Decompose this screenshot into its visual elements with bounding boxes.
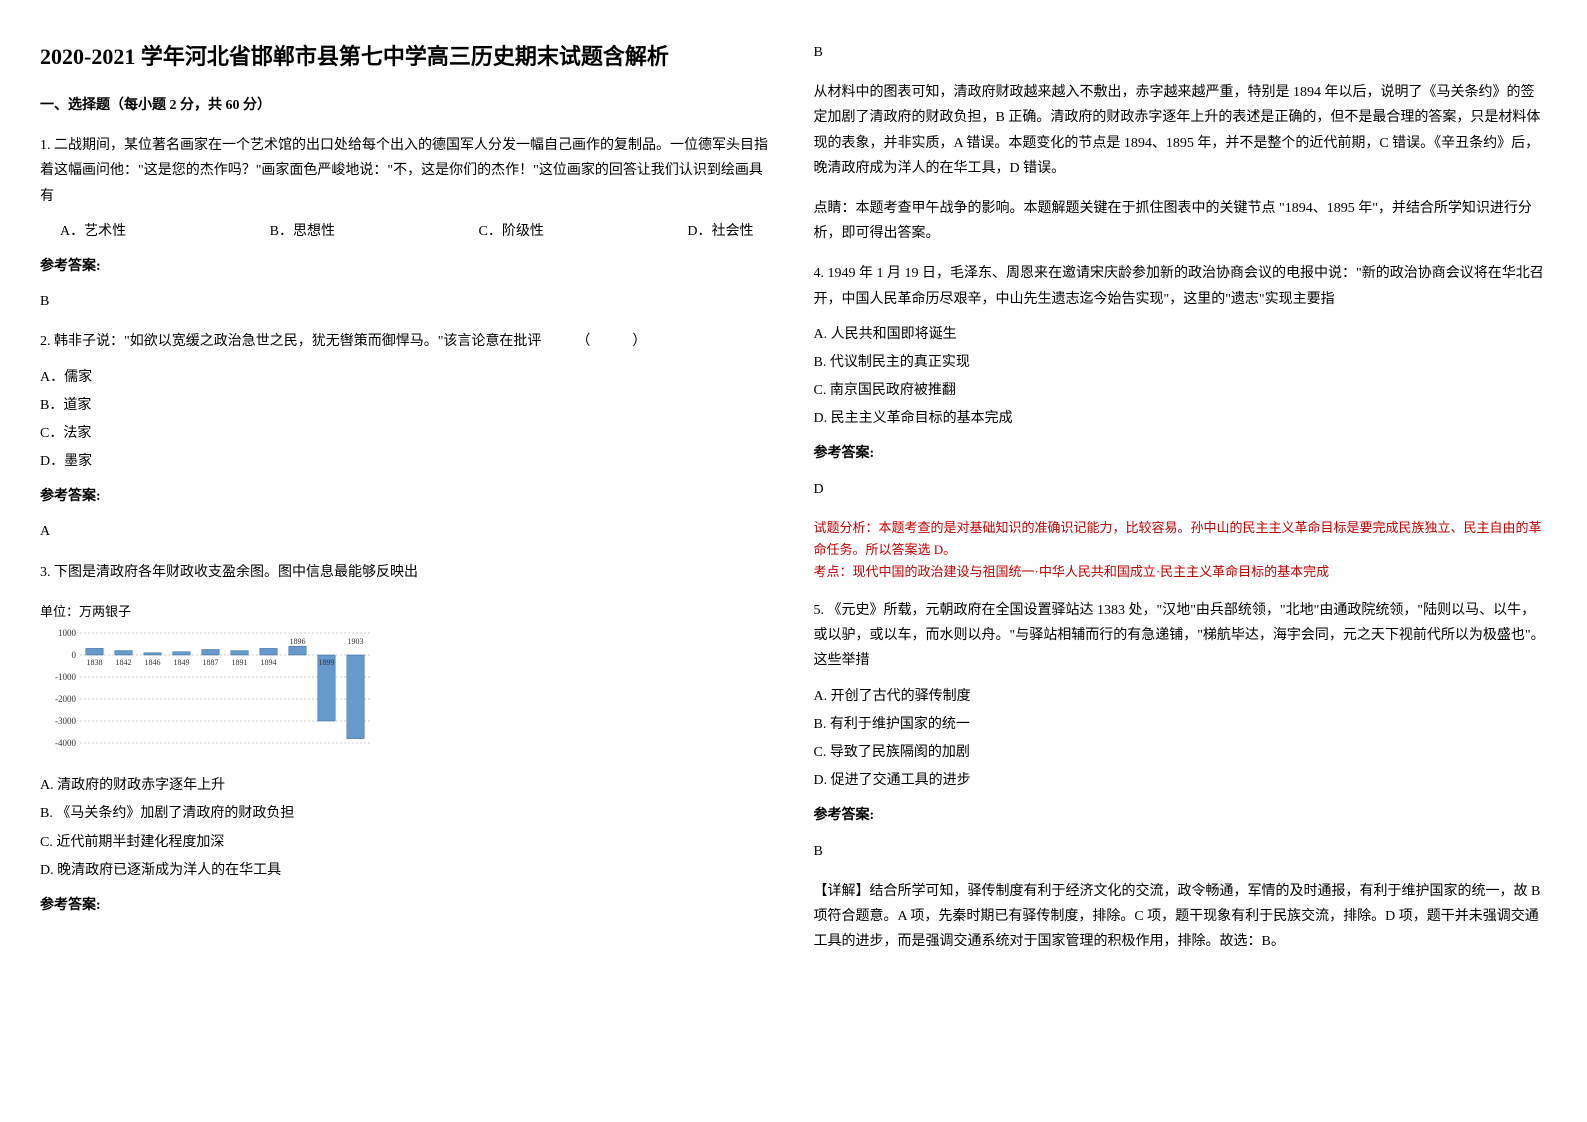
q1-opt-a: A．艺术性: [60, 219, 126, 244]
svg-text:1896: 1896: [290, 637, 306, 646]
svg-text:1899: 1899: [319, 658, 335, 667]
q3-explanation: 从材料中的图表可知，清政府财政越来越入不敷出，赤字越来越严重，特别是 1894 …: [814, 80, 1548, 181]
q3-opt-a: A. 清政府的财政赤字逐年上升: [40, 773, 774, 798]
q3-answer: B: [814, 40, 1548, 65]
q5-opt-d: D. 促进了交通工具的进步: [814, 768, 1548, 793]
exam-title: 2020-2021 学年河北省邯郸市县第七中学高三历史期末试题含解析: [40, 40, 774, 73]
svg-text:1838: 1838: [87, 658, 103, 667]
right-column: B 从材料中的图表可知，清政府财政越来越入不敷出，赤字越来越严重，特别是 189…: [814, 40, 1548, 969]
q3-opt-d: D. 晚清政府已逐渐成为洋人的在华工具: [40, 858, 774, 883]
q2-opt-c: C．法家: [40, 421, 774, 446]
q3-options: A. 清政府的财政赤字逐年上升 B. 《马关条约》加剧了清政府的财政负担 C. …: [40, 773, 774, 883]
svg-text:1842: 1842: [116, 658, 132, 667]
svg-text:-3000: -3000: [55, 716, 76, 726]
svg-text:1894: 1894: [261, 658, 277, 667]
q3-text: 3. 下图是清政府各年财政收支盈余图。图中信息最能够反映出: [40, 560, 774, 585]
svg-text:1000: 1000: [58, 628, 77, 638]
q5-answer-label: 参考答案:: [814, 803, 1548, 828]
q5-answer: B: [814, 839, 1548, 864]
q4-answer: D: [814, 477, 1548, 502]
svg-text:-4000: -4000: [55, 738, 76, 748]
q4-opt-b: B. 代议制民主的真正实现: [814, 350, 1548, 375]
section-header: 一、选择题（每小题 2 分，共 60 分）: [40, 93, 774, 118]
q1-opt-d: D．社会性: [687, 219, 753, 244]
svg-text:1903: 1903: [348, 637, 364, 646]
q4-text: 4. 1949 年 1 月 19 日，毛泽东、周恩来在邀请宋庆龄参加新的政治协商…: [814, 261, 1548, 311]
svg-text:1849: 1849: [174, 658, 190, 667]
q4-opt-a: A. 人民共和国即将诞生: [814, 322, 1548, 347]
svg-text:0: 0: [72, 650, 77, 660]
q2-opt-b: B．道家: [40, 393, 774, 418]
q5-opt-c: C. 导致了民族隔阂的加剧: [814, 740, 1548, 765]
question-2: 2. 韩非子说："如欲以宽缓之政治急世之民，犹无辔策而御悍马。"该言论意在批评 …: [40, 329, 774, 544]
q2-text: 2. 韩非子说："如欲以宽缓之政治急世之民，犹无辔策而御悍马。"该言论意在批评 …: [40, 329, 774, 354]
q2-opt-d: D．墨家: [40, 449, 774, 474]
q2-answer-label: 参考答案:: [40, 484, 774, 509]
q1-answer-label: 参考答案:: [40, 254, 774, 279]
q3-chart-label: 单位：万两银子: [40, 600, 774, 623]
question-5: 5. 《元史》所载，元朝政府在全国设置驿站达 1383 处，"汉地"由兵部统领，…: [814, 598, 1548, 954]
q2-answer: A: [40, 519, 774, 544]
question-4: 4. 1949 年 1 月 19 日，毛泽东、周恩来在邀请宋庆龄参加新的政治协商…: [814, 261, 1548, 583]
svg-text:1891: 1891: [232, 658, 248, 667]
q5-text: 5. 《元史》所载，元朝政府在全国设置驿站达 1383 处，"汉地"由兵部统领，…: [814, 598, 1548, 674]
q4-opt-c: C. 南京国民政府被推翻: [814, 378, 1548, 403]
q4-opt-d: D. 民主主义革命目标的基本完成: [814, 406, 1548, 431]
q3-answer-label: 参考答案:: [40, 893, 774, 918]
q2-opt-a: A．儒家: [40, 365, 774, 390]
q1-options: A．艺术性 B．思想性 C．阶级性 D．社会性: [40, 219, 774, 244]
svg-text:1846: 1846: [145, 658, 161, 667]
q5-opt-a: A. 开创了古代的驿传制度: [814, 684, 1548, 709]
q1-opt-c: C．阶级性: [479, 219, 544, 244]
q3-bar-chart: 1000 0 -1000 -2000 -3000 -4000 1838 1842 1846 184…: [40, 628, 380, 758]
svg-text:-2000: -2000: [55, 694, 76, 704]
q3-opt-b: B. 《马关条约》加剧了清政府的财政负担: [40, 801, 774, 826]
q2-options: A．儒家 B．道家 C．法家 D．墨家: [40, 365, 774, 475]
q5-opt-b: B. 有利于维护国家的统一: [814, 712, 1548, 737]
left-column: 2020-2021 学年河北省邯郸市县第七中学高三历史期末试题含解析 一、选择题…: [40, 40, 774, 969]
q4-analysis: 试题分析：本题考查的是对基础知识的准确识记能力，比较容易。孙中山的民主主义革命目…: [814, 517, 1548, 561]
q3-hint: 点睛：本题考查甲午战争的影响。本题解题关键在于抓住图表中的关键节点 "1894、…: [814, 196, 1548, 246]
q1-answer: B: [40, 289, 774, 314]
q5-options: A. 开创了古代的驿传制度 B. 有利于维护国家的统一 C. 导致了民族隔阂的加…: [814, 684, 1548, 794]
q1-opt-b: B．思想性: [270, 219, 335, 244]
q4-answer-label: 参考答案:: [814, 441, 1548, 466]
q5-explanation: 【详解】结合所学可知，驿传制度有利于经济文化的交流，政令畅通，军情的及时通报，有…: [814, 879, 1548, 955]
q3-opt-c: C. 近代前期半封建化程度加深: [40, 830, 774, 855]
svg-text:1887: 1887: [203, 658, 219, 667]
question-3: 3. 下图是清政府各年财政收支盈余图。图中信息最能够反映出 单位：万两银子 10…: [40, 560, 774, 919]
q4-point: 考点：现代中国的政治建设与祖国统一·中华人民共和国成立·民主主义革命目标的基本完…: [814, 561, 1548, 583]
svg-text:-1000: -1000: [55, 672, 76, 682]
q3-chart-container: 单位：万两银子 1000 0 -1000 -2000 -3000 -4000 1838 184…: [40, 600, 774, 758]
q1-text: 1. 二战期间，某位著名画家在一个艺术馆的出口处给每个出入的德国军人分发一幅自己…: [40, 133, 774, 209]
question-1: 1. 二战期间，某位著名画家在一个艺术馆的出口处给每个出入的德国军人分发一幅自己…: [40, 133, 774, 314]
q4-options: A. 人民共和国即将诞生 B. 代议制民主的真正实现 C. 南京国民政府被推翻 …: [814, 322, 1548, 432]
